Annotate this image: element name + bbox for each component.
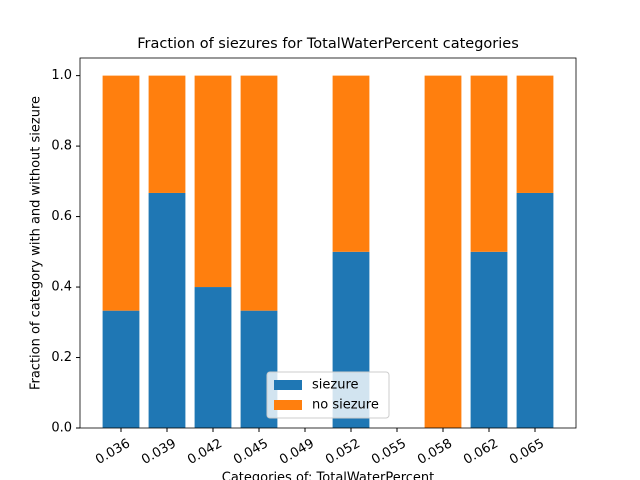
x-tick-label: 0.065	[507, 436, 547, 468]
x-tick-label: 0.039	[139, 436, 179, 468]
x-tick-label: 0.058	[415, 436, 455, 468]
bar-segment	[470, 251, 508, 428]
bar-segment	[194, 75, 232, 288]
x-tick-label: 0.052	[323, 436, 363, 468]
bar-segment	[516, 75, 554, 193]
bar-segment	[516, 192, 554, 428]
x-tick-label: 0.045	[231, 436, 271, 468]
y-tick-label: 0.4	[51, 280, 72, 295]
bar-segment	[194, 287, 232, 428]
bar-segment	[332, 75, 370, 252]
y-tick-label: 0.2	[51, 350, 72, 365]
y-tick-label: 1.0	[51, 68, 72, 83]
legend-label: no siezure	[312, 398, 379, 413]
bar-segment	[470, 75, 508, 252]
x-tick-label: 0.036	[93, 436, 133, 468]
chart-title: Fraction of siezures for TotalWaterPerce…	[137, 36, 519, 52]
legend: siezure no siezure	[266, 371, 390, 419]
bar-segment	[102, 310, 140, 428]
y-tick-label: 0.6	[51, 209, 72, 224]
legend-label: siezure	[312, 378, 359, 393]
legend-swatch	[274, 400, 302, 410]
x-tick-label: 0.062	[461, 436, 501, 468]
y-tick-label: 0.8	[51, 139, 72, 154]
bar-segment	[102, 75, 140, 311]
bar-segment	[148, 192, 186, 428]
x-tick-label: 0.055	[369, 436, 409, 468]
legend-swatch	[274, 380, 302, 390]
x-tick-label: 0.049	[277, 436, 317, 468]
plot-frame	[79, 57, 577, 429]
y-tick-label: 0.0	[51, 421, 72, 436]
x-tick-label: 0.042	[185, 436, 225, 468]
bar-segment	[240, 75, 278, 311]
x-axis-label: Categories of: TotalWaterPercent	[222, 471, 435, 480]
y-axis-label: Fraction of category with and without si…	[29, 96, 44, 390]
bar-segment	[424, 75, 462, 428]
bar-segment	[148, 75, 186, 193]
